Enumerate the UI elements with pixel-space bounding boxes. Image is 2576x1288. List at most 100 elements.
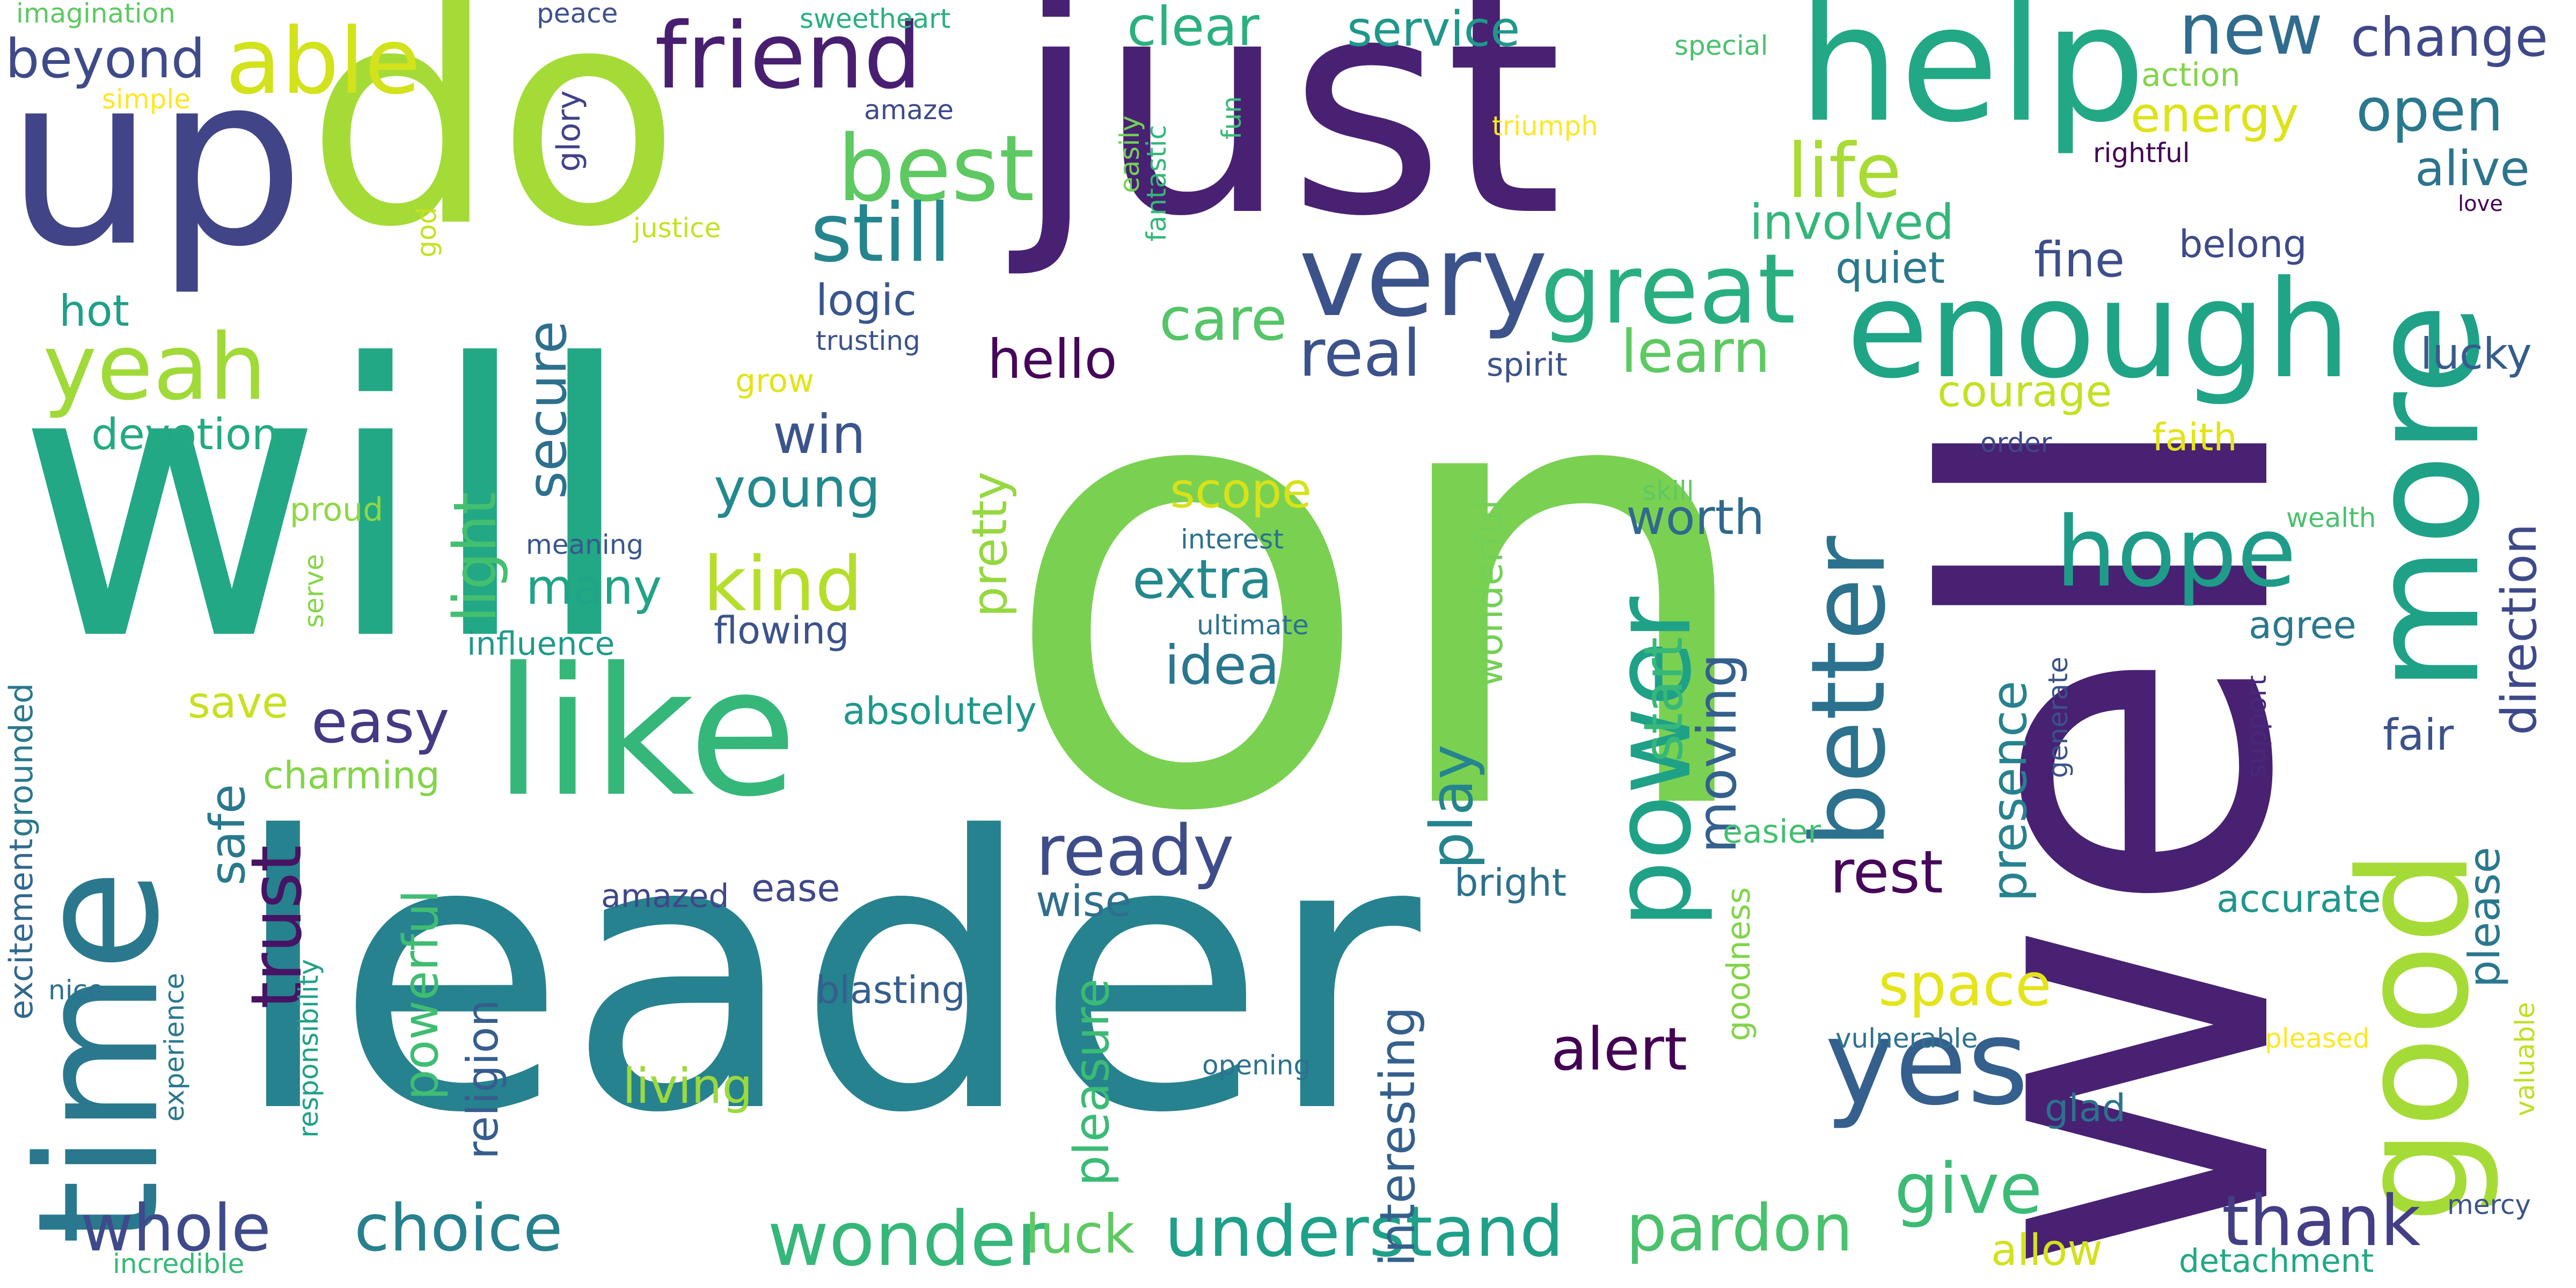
- word-luck: luck: [1025, 1203, 1135, 1265]
- word-thank: thank: [2222, 1180, 2421, 1262]
- word-leader: leader: [231, 758, 1421, 1195]
- word-kind: kind: [703, 541, 863, 628]
- word-blasting: blasting: [816, 968, 965, 1012]
- word-direction: direction: [2491, 523, 2548, 735]
- word-open: open: [2356, 76, 2504, 144]
- word-pardon: pardon: [1626, 1191, 1853, 1266]
- word-serve: serve: [298, 554, 330, 628]
- word-best: best: [837, 116, 1035, 222]
- word-change: change: [2351, 6, 2549, 69]
- word-choice: choice: [354, 1191, 563, 1266]
- word-start: start: [1632, 637, 1695, 762]
- word-fair: fair: [2383, 710, 2454, 760]
- word-simple: simple: [102, 84, 191, 115]
- word-safe: safe: [200, 784, 256, 885]
- word-light: light: [441, 492, 509, 623]
- word-fine: fine: [2034, 232, 2125, 288]
- word-clear: clear: [1127, 0, 1260, 58]
- word-meaning: meaning: [526, 529, 644, 560]
- word-mercy: mercy: [2447, 1189, 2531, 1220]
- word-able: able: [225, 9, 421, 115]
- word-ultimate: ultimate: [1197, 610, 1309, 641]
- word-glory: glory: [550, 90, 588, 172]
- word-rightful: rightful: [2093, 137, 2190, 169]
- word-pleased: pleased: [2265, 1023, 2370, 1054]
- word-on: on: [998, 229, 1767, 947]
- word-please: please: [2460, 846, 2509, 987]
- word-courage: courage: [1937, 367, 2112, 416]
- word-pretty: pretty: [962, 471, 1018, 617]
- word-detachment: detachment: [2179, 1242, 2374, 1280]
- word-generate: generate: [2043, 656, 2074, 778]
- word-support: support: [2241, 675, 2272, 778]
- word-special: special: [1674, 30, 1768, 61]
- word-whole: whole: [80, 1191, 271, 1266]
- word-incredible: incredible: [113, 1248, 245, 1279]
- word-belong: belong: [2179, 222, 2307, 266]
- word-action: action: [2141, 56, 2241, 94]
- word-fantastic: fantastic: [1141, 125, 1172, 241]
- word-secure: secure: [516, 320, 579, 499]
- word-flowing: flowing: [714, 609, 850, 653]
- word-new: new: [2179, 0, 2323, 70]
- word-will: will: [16, 286, 636, 723]
- word-wonderful: wonderful: [1467, 499, 1511, 687]
- word-save: save: [188, 678, 289, 728]
- word-peace: peace: [537, 0, 618, 29]
- word-glad: glad: [2045, 1086, 2126, 1130]
- word-allow: allow: [1991, 1225, 2103, 1275]
- word-fun: fun: [1216, 96, 1247, 140]
- word-absolutely: absolutely: [843, 689, 1037, 733]
- word-god: god: [411, 207, 442, 258]
- word-charming: charming: [263, 753, 440, 797]
- word-help: help: [1798, 0, 2146, 158]
- word-hope: hope: [2055, 496, 2297, 609]
- word-agree: agree: [2249, 603, 2357, 647]
- word-wise: wise: [1036, 876, 1132, 926]
- word-real: real: [1299, 317, 1421, 391]
- word-quiet: quiet: [1835, 243, 1945, 293]
- word-space: space: [1878, 950, 2052, 1019]
- word-easily: easily: [1114, 115, 1145, 193]
- word-wealth: wealth: [2286, 502, 2376, 533]
- word-interest: interest: [1181, 524, 1284, 555]
- word-proud: proud: [290, 491, 384, 529]
- word-very: very: [1299, 210, 1548, 342]
- word-order: order: [1980, 427, 2052, 458]
- word-imagination: imagination: [16, 0, 175, 29]
- word-alert: alert: [1551, 1015, 1687, 1084]
- word-logic: logic: [816, 275, 917, 325]
- word-grounded: grounded: [3, 683, 40, 837]
- word-hello: hello: [987, 328, 1117, 391]
- word-alive: alive: [2415, 141, 2530, 197]
- word-rest: rest: [1830, 838, 1943, 906]
- word-religion: religion: [458, 999, 508, 1159]
- word-triumph: triumph: [1492, 111, 1598, 142]
- word-play: play: [1417, 744, 1486, 869]
- word-easier: easier: [1723, 813, 1821, 851]
- word-great: great: [1540, 233, 1796, 346]
- word-interesting: interesting: [1370, 1006, 1426, 1267]
- word-vulnerable: vulnerable: [1835, 1023, 1978, 1054]
- word-easy: easy: [311, 687, 450, 756]
- word-involved: involved: [1750, 194, 1955, 251]
- word-spirit: spirit: [1487, 346, 1568, 384]
- word-grow: grow: [735, 362, 815, 400]
- word-up: up: [5, 24, 305, 298]
- word-care: care: [1159, 285, 1287, 354]
- word-enough: enough: [1846, 252, 2351, 408]
- word-devotion: devotion: [91, 409, 279, 459]
- word-pleasure: pleasure: [1064, 978, 1120, 1186]
- word-scope: scope: [1170, 463, 1312, 519]
- word-accurate: accurate: [2216, 877, 2381, 921]
- word-hot: hot: [59, 286, 130, 336]
- word-ease: ease: [751, 866, 840, 910]
- word-extra: extra: [1132, 548, 1272, 611]
- word-valuable: valuable: [2509, 1002, 2541, 1116]
- word-wonder: wonder: [767, 1196, 1048, 1283]
- word-like: like: [494, 630, 797, 836]
- word-amaze: amaze: [864, 94, 954, 126]
- word-justice: justice: [633, 213, 721, 244]
- word-presence: presence: [1981, 680, 2038, 902]
- word-give: give: [1894, 1148, 2043, 1230]
